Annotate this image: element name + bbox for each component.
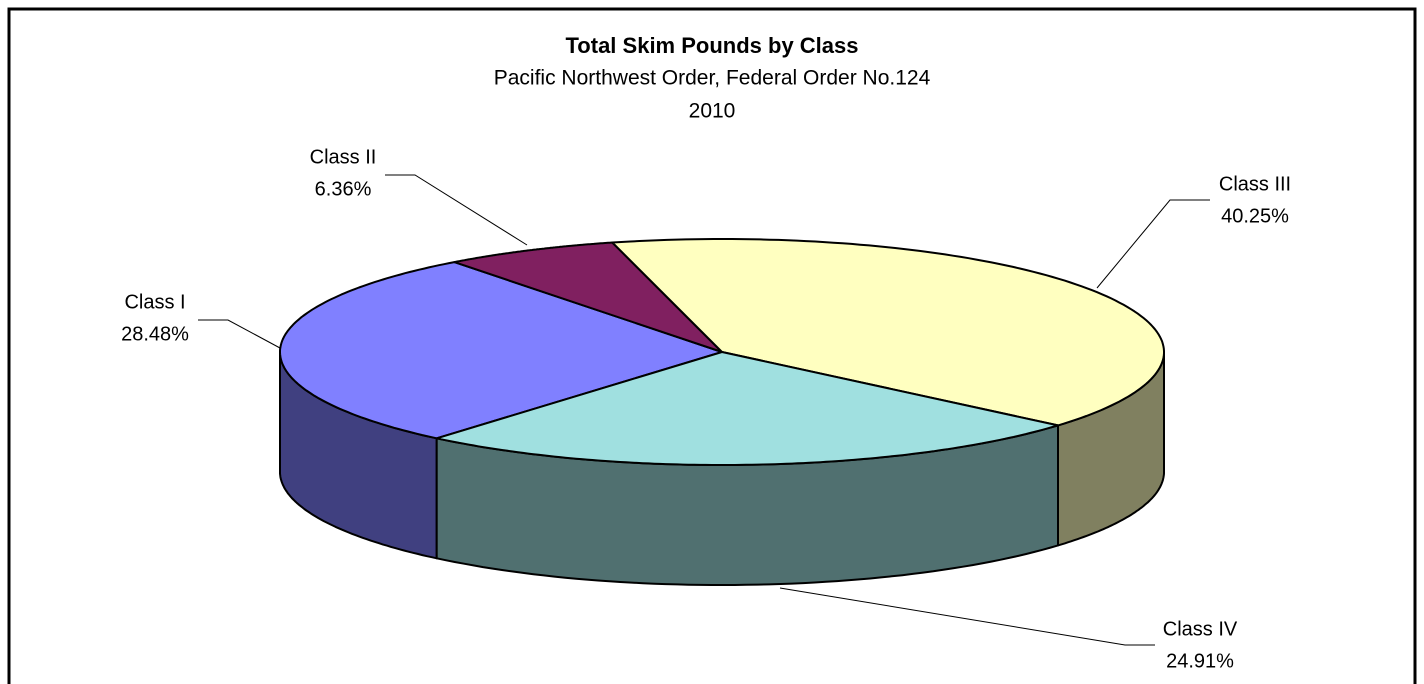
leader-line: [779, 587, 1155, 646]
slice-value-label: 24.91%: [1166, 650, 1234, 672]
pie-walls: [279, 351, 1165, 586]
pie-slice: [611, 238, 1165, 427]
slice-label: Class III: [1219, 173, 1291, 195]
chart-title: Total Skim Pounds by Class: [566, 33, 859, 58]
leader-line: [1096, 199, 1210, 289]
chart-subtitle: Pacific Northwest Order, Federal Order N…: [494, 67, 931, 90]
pie-slice: [279, 261, 723, 440]
leader-line: [198, 319, 281, 349]
pie-labels: Class I 28.48% Class II 6.36% Class III 40.25…: [121, 146, 1291, 672]
pie-slice: [453, 241, 723, 353]
slice-value-label: 6.36%: [315, 178, 372, 200]
chart-frame: [7, 7, 1417, 684]
slice-value-label: 40.25%: [1221, 205, 1289, 227]
pie-tops: [279, 238, 1165, 466]
slice-label: Class II: [310, 146, 377, 168]
chart-subtitle: 2010: [689, 100, 736, 123]
slice-value-label: 28.48%: [121, 323, 189, 345]
slice-label: Class I: [124, 291, 185, 313]
slice-label: Class IV: [1163, 618, 1238, 640]
leader-line: [385, 174, 528, 246]
pie-slice: [435, 351, 1059, 466]
